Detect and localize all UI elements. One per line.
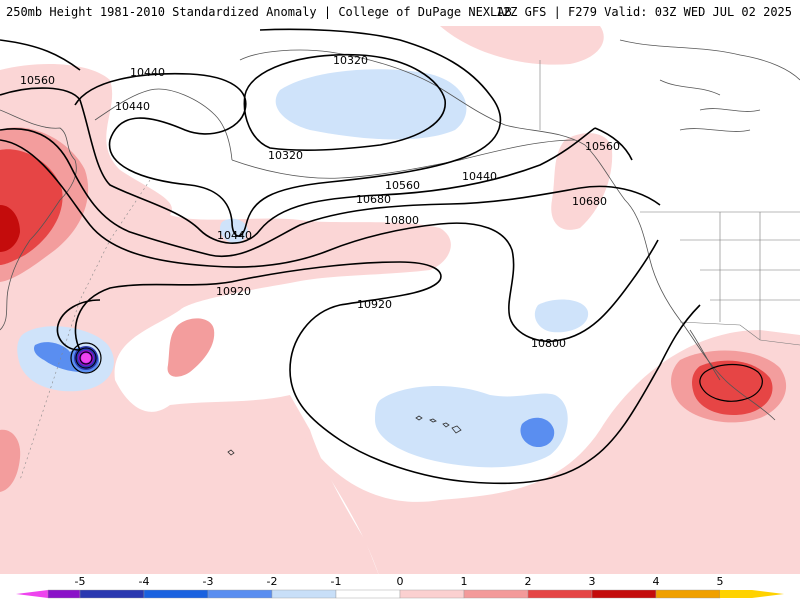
colorbar-arrow-low xyxy=(16,590,48,598)
colorbar-swatch xyxy=(271,589,337,599)
contour-10440-b xyxy=(0,39,81,71)
island-maui xyxy=(442,422,450,428)
colorbar: -5 -4 -3 -2 -1 0 1 2 3 4 5 xyxy=(0,574,800,600)
contour-label: 10320 xyxy=(333,54,368,67)
positive-anomaly-shading xyxy=(0,26,800,578)
island-midway xyxy=(227,449,235,456)
border-us-states xyxy=(680,212,800,340)
contour-10920 xyxy=(74,261,701,485)
colorbar-swatch xyxy=(47,589,81,599)
coast-aleutians xyxy=(231,139,576,179)
map-header: 250mb Height 1981-2010 Standardized Anom… xyxy=(0,0,800,24)
contour-typhoon-ring-2 xyxy=(75,347,97,369)
colorbar-tick: -3 xyxy=(203,575,214,588)
anomaly-region-alaska-panhandle xyxy=(551,133,613,230)
contour-label: 10440 xyxy=(217,229,252,242)
coast-canada-islands xyxy=(659,79,761,132)
colorbar-swatch xyxy=(527,589,593,599)
contour-10560 xyxy=(0,87,596,244)
anomaly-region-hawaii xyxy=(375,385,568,468)
hawaiian-islands xyxy=(227,415,462,456)
dateline-line xyxy=(19,179,151,481)
colorbar-tick: -2 xyxy=(267,575,278,588)
contour-10800 xyxy=(0,139,659,342)
contour-labels: 10320 10320 10440 10440 10440 10440 1056… xyxy=(20,54,620,350)
island-oahu xyxy=(429,418,437,423)
contour-label: 10800 xyxy=(384,214,419,227)
coast-east-asia xyxy=(0,109,77,331)
colorbar-swatch xyxy=(655,589,721,599)
anomaly-region-bering-sea-low xyxy=(275,69,467,140)
contour-typhoon-ring-1 xyxy=(70,342,102,374)
political-boundaries xyxy=(539,60,800,346)
contour-label: 10560 xyxy=(585,140,620,153)
colorbar-tick: 4 xyxy=(653,575,660,588)
contour-10560-b xyxy=(594,127,633,161)
contour-label: 10440 xyxy=(130,66,165,79)
colorbar-swatch xyxy=(335,589,401,599)
colorbar-tick: -4 xyxy=(139,575,150,588)
contour-mexico-ridge xyxy=(699,363,763,402)
contour-label: 10680 xyxy=(572,195,607,208)
contour-label: 10440 xyxy=(115,100,150,113)
contour-10680 xyxy=(0,128,661,258)
contour-label: 10800 xyxy=(531,337,566,350)
anomaly-region-small-low xyxy=(534,299,589,333)
colorbar-tick: 1 xyxy=(461,575,468,588)
island-big-island xyxy=(451,425,462,434)
colorbar-tick: -1 xyxy=(331,575,342,588)
contour-label: 10320 xyxy=(268,149,303,162)
contour-label: 10920 xyxy=(216,285,251,298)
colorbar-tick-labels: -5 -4 -3 -2 -1 0 1 2 3 4 5 xyxy=(75,575,724,588)
contour-10320 xyxy=(243,53,446,151)
colorbar-tick: 5 xyxy=(717,575,724,588)
anomaly-region-small-patch xyxy=(167,318,215,377)
colorbar-swatch xyxy=(463,589,529,599)
contour-label: 10440 xyxy=(462,170,497,183)
colorbar-swatch xyxy=(207,589,273,599)
colorbar-swatch xyxy=(399,589,465,599)
colorbar-swatches xyxy=(16,589,784,599)
coast-canada-arctic xyxy=(619,39,800,81)
anomaly-region-hawaii-core xyxy=(520,417,555,448)
contour-label: 10560 xyxy=(20,74,55,87)
anomaly-region-typhoon-eye xyxy=(81,353,91,363)
colorbar-swatch xyxy=(143,589,209,599)
negative-anomaly-shading xyxy=(17,69,589,468)
coast-north-america xyxy=(584,144,776,421)
anomaly-region-small-patch-2 xyxy=(0,429,21,492)
colorbar-swatch xyxy=(591,589,657,599)
anomaly-region-west-pacific xyxy=(0,64,451,578)
colorbar-swatch xyxy=(79,589,145,599)
anomaly-region-bering xyxy=(440,26,604,65)
border-us-mexico xyxy=(679,321,800,346)
contour-label: 10560 xyxy=(385,179,420,192)
colorbar-tick: 0 xyxy=(397,575,404,588)
contour-label: 10920 xyxy=(357,298,392,311)
contour-label: 10680 xyxy=(356,193,391,206)
dateline xyxy=(19,179,151,481)
colorbar-arrow-high xyxy=(720,590,784,598)
coast-baja xyxy=(689,329,721,381)
colorbar-tick: 2 xyxy=(525,575,532,588)
contour-typhoon-ring-3 xyxy=(79,351,93,365)
contour-10440 xyxy=(74,28,502,237)
coast-kamchatka xyxy=(94,88,233,161)
anomaly-region-japan-max xyxy=(0,205,20,252)
island-kauai xyxy=(415,415,423,421)
colorbar-tick: -5 xyxy=(75,575,86,588)
height-contours xyxy=(0,28,763,485)
contour-10920-hook xyxy=(56,299,101,351)
map-title: 250mb Height 1981-2010 Standardized Anom… xyxy=(6,5,512,19)
model-run-valid-time: 12Z GFS | F279 Valid: 03Z WED JUL 02 202… xyxy=(495,5,792,19)
anomaly-map: 10320 10320 10440 10440 10440 10440 1056… xyxy=(0,24,800,578)
colorbar-tick: 3 xyxy=(589,575,596,588)
